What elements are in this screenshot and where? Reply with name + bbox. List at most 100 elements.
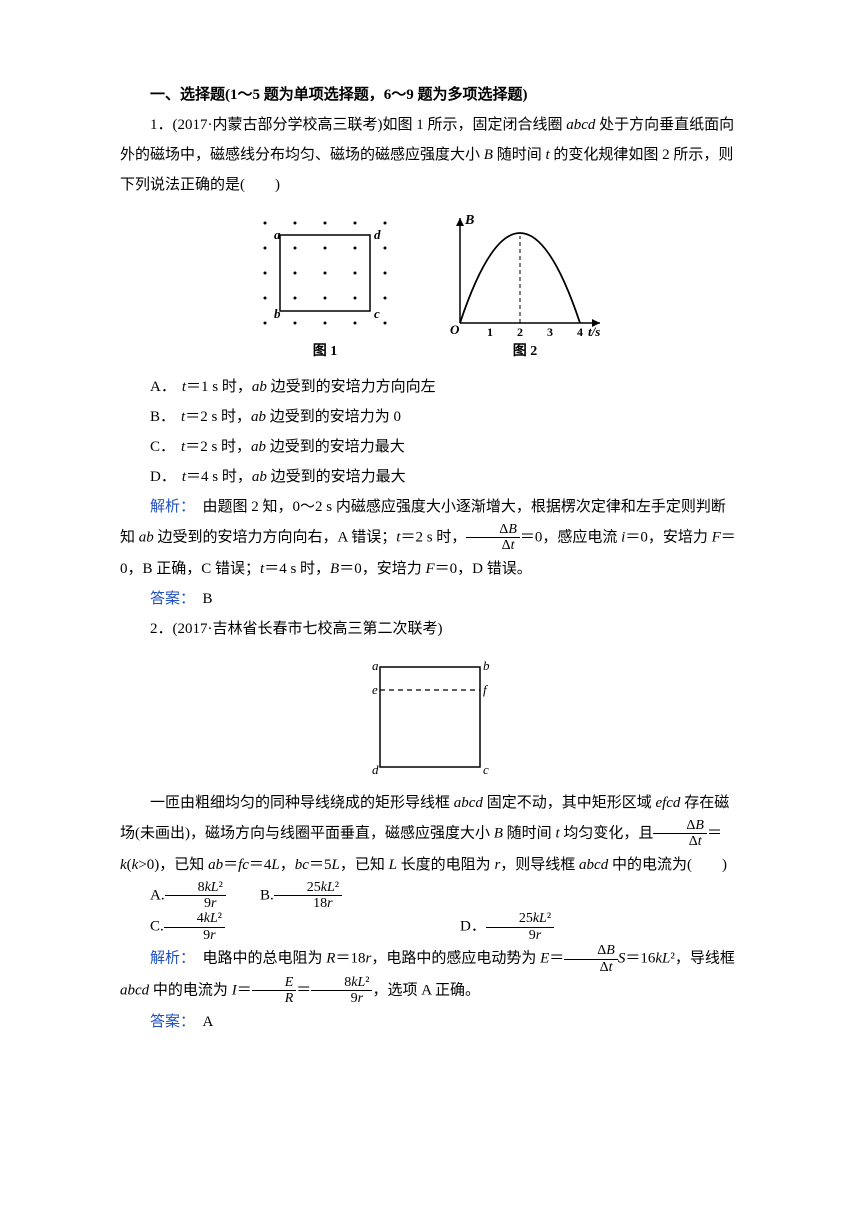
text: ， [280, 857, 295, 873]
q2-options-row2: C.4kL²9r D．25kL²9r [120, 911, 740, 943]
text: 随时间 [503, 825, 556, 841]
var-ab: ab [251, 439, 266, 455]
text: ＝5 [309, 857, 332, 873]
q1-figure-1: a d b c 图 1 [250, 208, 400, 366]
var: k [120, 857, 127, 873]
svg-text:B: B [464, 213, 474, 228]
text: ＝2 s 时， [185, 409, 251, 425]
q1-stem-text-3: 随时间 [493, 147, 546, 163]
svg-text:b: b [274, 306, 281, 321]
text: ＝ [707, 825, 722, 841]
q1-stem-text-1: 1．(2017·内蒙古部分学校高三联考)如图 1 所示，固定闭合线圈 [150, 117, 566, 133]
q2-option-d: D．25kL²9r [430, 911, 554, 943]
q2-option-a: A.8kL²9r [120, 880, 230, 912]
text: 边受到的安培力方向向右，A 错误； [154, 529, 397, 545]
q2-stem-line1: 2．(2017·吉林省长春市七校高三第二次联考) [120, 614, 740, 644]
var: abcd [120, 982, 149, 998]
var-b: B [330, 561, 339, 577]
svg-text:c: c [483, 762, 489, 777]
fraction: 4kL²9r [164, 911, 225, 943]
text: 一匝由粗细均匀的同种导线绕成的矩形导线框 [150, 795, 454, 811]
svg-text:2: 2 [517, 325, 523, 338]
text: ＝ [296, 982, 311, 998]
q1-answer: 答案： B [120, 584, 740, 614]
fraction: ΔBΔt [564, 943, 618, 975]
var-ab: ab [251, 409, 266, 425]
section-header: 一、选择题(1～5 题为单项选择题，6～9 题为多项选择题) [120, 80, 740, 110]
svg-text:b: b [483, 658, 490, 673]
svg-text:1: 1 [487, 325, 493, 338]
text: ＝0，安培力 [339, 561, 425, 577]
text: ＝0，D 错误。 [435, 561, 532, 577]
q2-option-c: C.4kL²9r [120, 911, 430, 943]
text: 边受到的安培力方向向左 [267, 379, 436, 395]
var: bc [295, 857, 309, 873]
text: ＝2 s 时， [185, 439, 251, 455]
text: ＝2 s 时， [400, 529, 466, 545]
q1-figure-row: a d b c 图 1 1 2 3 4 O B t/s 图 2 [120, 208, 740, 366]
text: ＝16 [625, 950, 655, 966]
option-label: C． [150, 439, 175, 455]
answer-label: 答案： [150, 591, 203, 607]
text: ＝18 [335, 950, 365, 966]
q2-figure: a b e f d c [120, 652, 740, 782]
q1-var-b: B [484, 147, 493, 163]
var-ab: ab [252, 469, 267, 485]
text: ，已知 [340, 857, 389, 873]
option-label: A. [150, 887, 165, 903]
var: L [389, 857, 397, 873]
var-ab: ab [139, 529, 154, 545]
text: ＝4 s 时， [264, 561, 330, 577]
q1-analysis: 解析： 由题图 2 知，0～2 s 内磁感应强度大小逐渐增大，根据楞次定律和左手… [120, 492, 740, 584]
answer-value: A [203, 1014, 214, 1030]
text: ＝ [237, 982, 252, 998]
var: ab [208, 857, 223, 873]
fraction: ΔBΔt [653, 818, 707, 850]
answer-value: B [203, 591, 213, 607]
svg-text:t/s: t/s [588, 324, 600, 338]
analysis-label: 解析： [150, 950, 203, 966]
q1-option-a: A．t＝1 s 时，ab 边受到的安培力方向向左 [120, 372, 740, 402]
text: ＝ [549, 950, 564, 966]
text: ＝1 s 时， [186, 379, 252, 395]
option-label: D． [150, 469, 176, 485]
text: 边受到的安培力最大 [266, 439, 405, 455]
fraction: 25kL²18r [274, 880, 342, 912]
var: fc [238, 857, 249, 873]
option-label: D． [460, 919, 486, 935]
text: 中的电流为 [149, 982, 232, 998]
svg-text:c: c [374, 306, 380, 321]
svg-text:a: a [274, 227, 281, 242]
text: ＝0，感应电流 [520, 529, 621, 545]
fraction: ER [252, 975, 297, 1007]
text: ＝4 [249, 857, 272, 873]
var-ab: ab [252, 379, 267, 395]
text: ＝0，安培力 [625, 529, 711, 545]
text: 边受到的安培力为 0 [266, 409, 401, 425]
var: efcd [655, 795, 680, 811]
text: ，电路中的感应电动势为 [371, 950, 540, 966]
q1-option-b: B．t＝2 s 时，ab 边受到的安培力为 0 [120, 402, 740, 432]
var: B [494, 825, 503, 841]
text: 电路中的总电阻为 [203, 950, 327, 966]
var: E [540, 950, 549, 966]
fraction: 25kL²9r [486, 911, 554, 943]
svg-text:3: 3 [547, 325, 553, 338]
text: 边受到的安培力最大 [267, 469, 406, 485]
q1-var-abcd: abcd [566, 117, 595, 133]
q1-figure-2: 1 2 3 4 O B t/s 图 2 [440, 208, 610, 366]
svg-text:f: f [483, 682, 489, 697]
analysis-label: 解析： [150, 499, 203, 515]
svg-text:4: 4 [577, 325, 583, 338]
svg-text:e: e [372, 682, 378, 697]
var-f: F [425, 561, 434, 577]
text: 固定不动，其中矩形区域 [483, 795, 656, 811]
var: L [331, 857, 339, 873]
text: ，导线框 [675, 950, 735, 966]
var: L [271, 857, 279, 873]
svg-text:d: d [374, 227, 381, 242]
q1-stem: 1．(2017·内蒙古部分学校高三联考)如图 1 所示，固定闭合线圈 abcd … [120, 110, 740, 200]
q2-answer: 答案： A [120, 1007, 740, 1037]
option-label: B. [260, 887, 274, 903]
fraction: ΔΔBBΔt [466, 522, 520, 554]
